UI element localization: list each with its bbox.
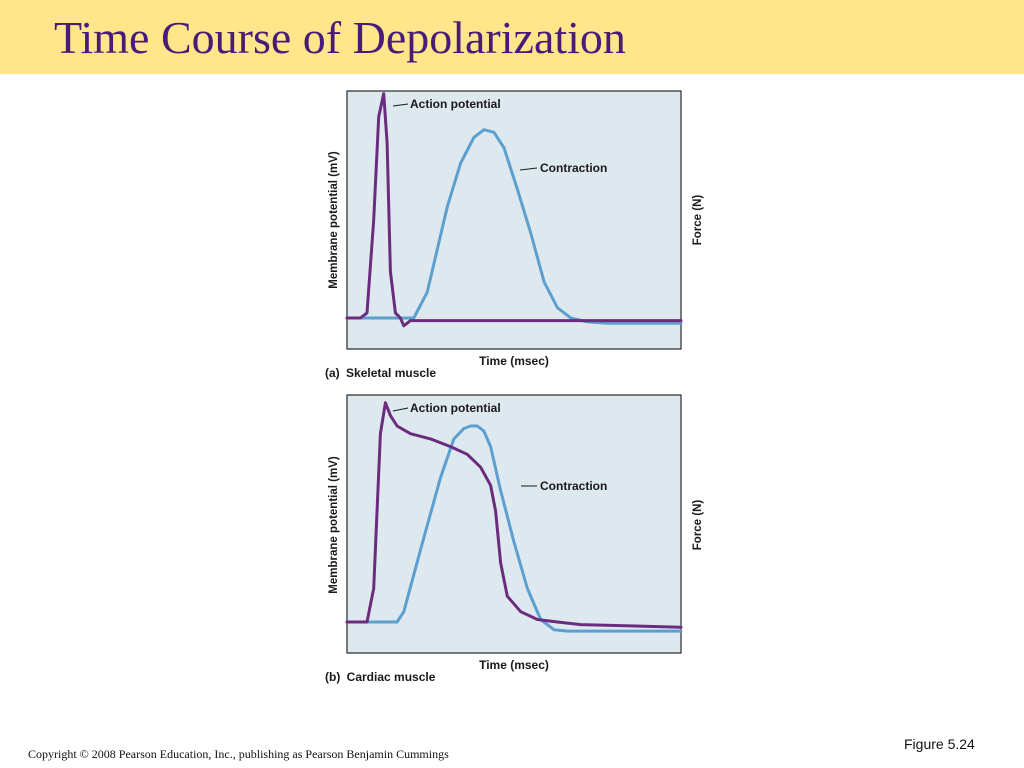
leader-action-potential-a (392, 103, 409, 107)
series-layer-a (345, 92, 683, 328)
callout-contraction-a: Contraction (540, 161, 607, 175)
panel-title-a: Skeletal muscle (346, 366, 436, 380)
series-layer-b (345, 401, 683, 633)
figure-number: Figure 5.24 (904, 736, 975, 752)
panel-label-a: (a) Skeletal muscle (325, 366, 436, 380)
callout-contraction-b: Contraction (540, 479, 607, 493)
slide-title: Time Course of Depolarization (54, 12, 626, 63)
panel-a: Membrane potential (mV) Force (N) Time (… (325, 90, 704, 380)
leader-contraction-a (519, 167, 538, 171)
leader-action-potential-b (392, 407, 409, 412)
x-axis-title-b: Time (msec) (479, 658, 549, 672)
callout-action-potential-b: Action potential (410, 401, 501, 415)
y2-axis-title-b: Force (N) (692, 500, 704, 551)
panel-label-b: (b) Cardiac muscle (325, 670, 436, 684)
panel-letter-b: (b) (325, 670, 340, 684)
x-axis-title-a: Time (msec) (479, 354, 549, 368)
panel-b: Membrane potential (mV) Force (N) Time (… (325, 394, 704, 684)
callout-action-potential-a: Action potential (410, 97, 501, 111)
y-axis-title-b: Membrane potential (mV) (328, 456, 340, 594)
plot-area-a (346, 90, 682, 350)
action-potential-line-a (345, 92, 683, 328)
panel-letter-a: (a) (325, 366, 340, 380)
action-potential-line-b (345, 401, 683, 629)
panel-title-b: Cardiac muscle (347, 670, 436, 684)
y-axis-title-a: Membrane potential (mV) (328, 151, 340, 289)
title-band (0, 0, 1024, 74)
y2-axis-title-a: Force (N) (692, 195, 704, 246)
plot-area-b (346, 394, 682, 654)
copyright-notice: Copyright © 2008 Pearson Education, Inc.… (28, 747, 449, 761)
